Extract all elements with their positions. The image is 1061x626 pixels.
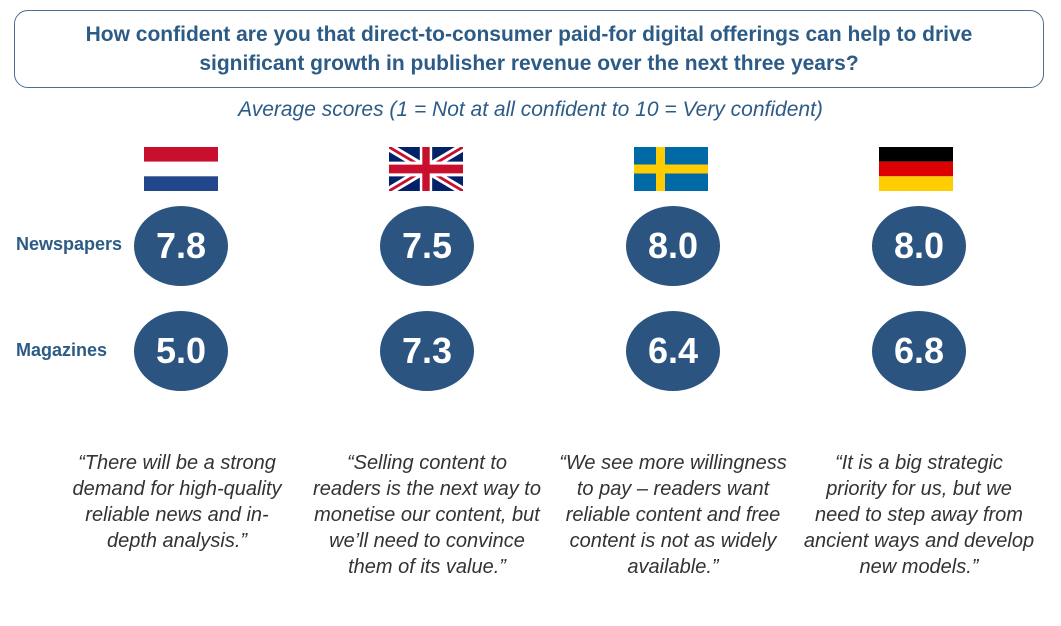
germany-flag-icon bbox=[879, 147, 953, 191]
quote-netherlands: “There will be a strong demand for high-… bbox=[72, 452, 282, 552]
quote-sweden: “We see more willingness to pay – reader… bbox=[559, 452, 787, 578]
magazines-score-netherlands: 5.0 bbox=[134, 311, 228, 391]
newspapers-score-netherlands: 7.8 bbox=[134, 206, 228, 286]
magazines-score-germany: 6.8 bbox=[872, 311, 966, 391]
question-box: How confident are you that direct-to-con… bbox=[14, 10, 1044, 88]
newspapers-score-uk: 7.5 bbox=[380, 206, 474, 286]
newspapers-score-germany: 8.0 bbox=[872, 206, 966, 286]
row-label-magazines: Magazines bbox=[16, 340, 108, 360]
magazines-score-sweden: 6.4 bbox=[626, 311, 720, 391]
magazines-score-uk: 7.3 bbox=[380, 311, 474, 391]
sweden-flag-icon bbox=[634, 147, 708, 191]
uk-flag-icon bbox=[389, 147, 463, 191]
quote-uk: “Selling content to readers is the next … bbox=[313, 452, 541, 578]
row-label-newspapers: Newspapers bbox=[16, 234, 123, 254]
subtitle: Average scores (1 = Not at all confident… bbox=[238, 98, 823, 121]
quote-germany: “It is a big strategic priority for us, … bbox=[803, 452, 1035, 578]
question-title: How confident are you that direct-to-con… bbox=[85, 23, 973, 75]
netherlands-flag-icon bbox=[144, 147, 218, 191]
newspapers-score-sweden: 8.0 bbox=[626, 206, 720, 286]
